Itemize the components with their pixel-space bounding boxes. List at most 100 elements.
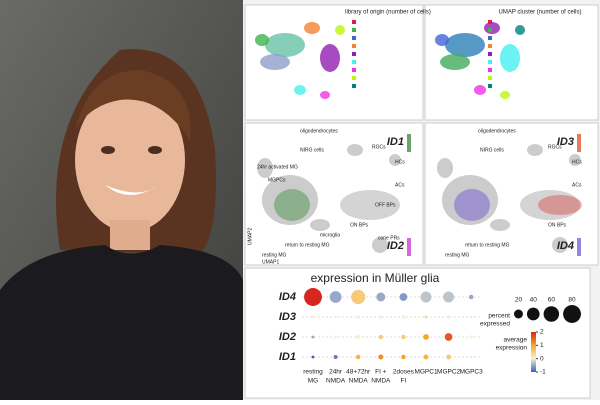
cell-cluster bbox=[335, 25, 345, 35]
colorbar-label: 0 bbox=[540, 355, 544, 362]
legend-swatch bbox=[488, 84, 492, 88]
dot bbox=[334, 315, 338, 319]
row-label: ID1 bbox=[279, 351, 296, 363]
cell-cluster bbox=[304, 22, 320, 34]
legend-swatch bbox=[352, 68, 356, 72]
cluster-label: ON BPs bbox=[350, 222, 369, 228]
dot bbox=[304, 288, 322, 306]
dot bbox=[378, 354, 384, 360]
cell-cluster bbox=[500, 91, 510, 99]
dot bbox=[311, 355, 315, 359]
axis-label: UMAP2 bbox=[247, 228, 253, 245]
size-label: 60 bbox=[548, 297, 556, 304]
portrait-photo bbox=[0, 0, 243, 400]
cell-cluster bbox=[440, 54, 470, 70]
cell-cluster bbox=[260, 54, 290, 70]
legend-swatch bbox=[488, 44, 492, 48]
dot bbox=[468, 294, 474, 300]
column-label: MG bbox=[308, 378, 318, 385]
legend-swatch bbox=[488, 28, 492, 32]
gene-label: ID4 bbox=[557, 240, 574, 252]
dot bbox=[469, 315, 473, 319]
size-key bbox=[526, 307, 540, 321]
cell-cluster bbox=[474, 85, 486, 95]
cluster-label: OFF BPs bbox=[375, 202, 396, 208]
size-label: 20 bbox=[515, 297, 523, 304]
gene-colorbar bbox=[407, 134, 411, 152]
cell-cluster bbox=[490, 219, 510, 231]
legend-swatch bbox=[488, 76, 492, 80]
size-label: 40 bbox=[530, 297, 538, 304]
column-label: 2doses bbox=[393, 369, 415, 376]
legend-swatch bbox=[352, 36, 356, 40]
cell-cluster bbox=[445, 33, 485, 57]
legend-swatch bbox=[488, 20, 492, 24]
dot bbox=[423, 354, 429, 360]
column-label: 24hr bbox=[329, 369, 343, 376]
column-label: resting bbox=[303, 369, 323, 376]
dot bbox=[356, 315, 360, 319]
dot bbox=[424, 315, 428, 319]
cluster-label: HCs bbox=[572, 159, 582, 165]
colorbar-label: 2 bbox=[540, 329, 544, 336]
dot bbox=[333, 355, 338, 359]
dot bbox=[444, 333, 453, 341]
cell-cluster bbox=[515, 25, 525, 35]
dot bbox=[379, 315, 383, 319]
cell-cluster bbox=[265, 33, 305, 57]
legend-title: expressed bbox=[480, 321, 510, 328]
dot bbox=[423, 334, 429, 340]
size-key bbox=[514, 309, 523, 319]
dot bbox=[311, 335, 315, 339]
row-label: ID3 bbox=[279, 311, 296, 323]
cell-cluster bbox=[320, 44, 340, 72]
cluster-label: return to resting MG bbox=[465, 242, 510, 248]
cell-cluster bbox=[552, 237, 568, 253]
dot bbox=[446, 354, 452, 360]
legend-title: average bbox=[504, 337, 528, 344]
legend-swatch bbox=[488, 60, 492, 64]
legend-swatch bbox=[352, 28, 356, 32]
column-label: NMDA bbox=[371, 378, 391, 385]
cluster-label: oligodendrocytes bbox=[478, 128, 516, 134]
cell-cluster bbox=[435, 34, 449, 46]
cluster-label: ACs bbox=[395, 182, 405, 188]
dot bbox=[329, 291, 342, 303]
dot bbox=[401, 315, 406, 319]
legend-swatch bbox=[488, 68, 492, 72]
cluster-label: resting MG bbox=[262, 252, 287, 258]
size-key bbox=[563, 305, 581, 323]
colorbar-label: -1 bbox=[540, 369, 546, 376]
cell-cluster bbox=[310, 219, 330, 231]
cluster-label: return to resting MG bbox=[285, 242, 330, 248]
legend-swatch bbox=[352, 52, 356, 56]
gene-label: ID1 bbox=[387, 136, 404, 148]
dot bbox=[401, 354, 406, 360]
column-label: MGPC3 bbox=[460, 369, 484, 376]
cell-cluster bbox=[520, 190, 580, 220]
cell-cluster bbox=[320, 91, 330, 99]
row-label: ID2 bbox=[279, 331, 296, 343]
cell-cluster bbox=[454, 189, 490, 221]
dot bbox=[420, 291, 432, 303]
cluster-label: ACs bbox=[572, 182, 582, 188]
dot bbox=[401, 334, 406, 340]
dot bbox=[376, 292, 386, 302]
legend-swatch bbox=[352, 76, 356, 80]
cluster-label: RGCs bbox=[548, 144, 562, 150]
cluster-label: MGPCs bbox=[268, 177, 286, 183]
axis-label: UMAP1 bbox=[262, 259, 279, 265]
cell-cluster bbox=[538, 195, 582, 215]
size-key bbox=[543, 306, 560, 322]
cluster-label: ON BPs bbox=[548, 222, 567, 228]
dot bbox=[333, 335, 338, 339]
cluster-label: NIRG cells bbox=[300, 147, 324, 153]
gene-colorbar bbox=[577, 238, 581, 256]
cluster-label: microglia bbox=[320, 232, 340, 238]
cell-cluster bbox=[500, 44, 520, 72]
column-label: FI + bbox=[375, 369, 387, 376]
cell-cluster bbox=[437, 158, 453, 178]
column-label: MGPC2 bbox=[437, 369, 461, 376]
dot bbox=[469, 335, 473, 339]
